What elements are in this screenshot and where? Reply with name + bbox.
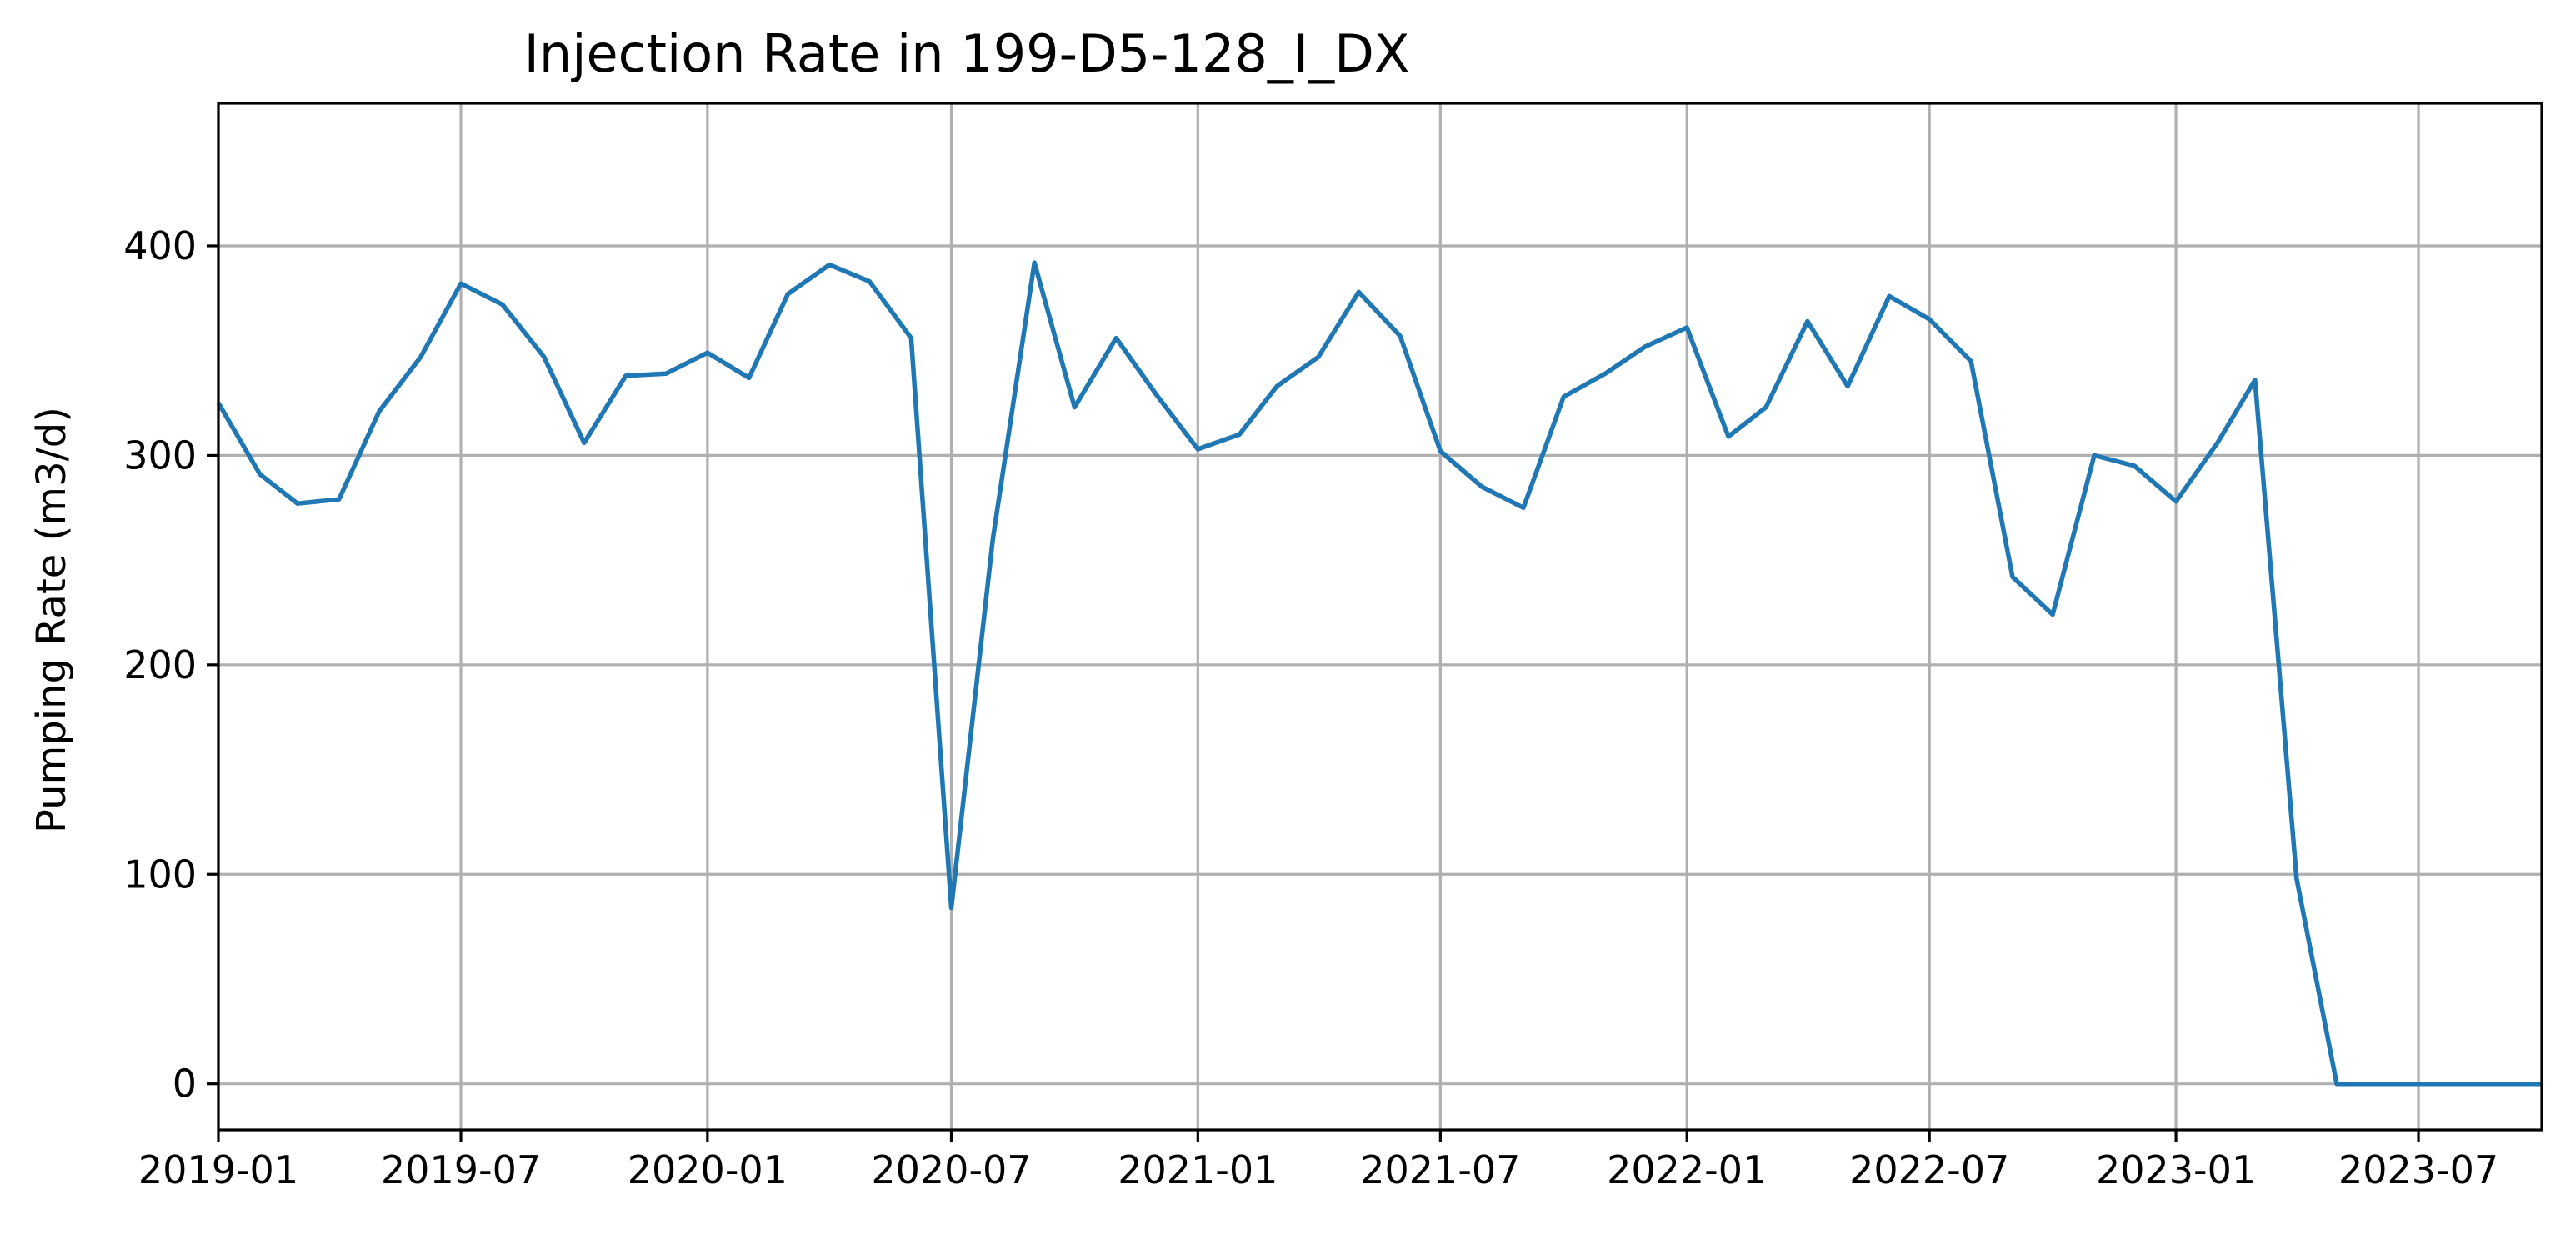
- x-tick-label: 2019-07: [381, 1148, 541, 1192]
- x-tick-label: 2021-01: [1118, 1148, 1278, 1192]
- y-tick-label: 200: [123, 642, 197, 688]
- x-tick-label: 2021-07: [1360, 1148, 1520, 1192]
- x-tick-label: 2022-01: [1607, 1148, 1767, 1192]
- x-tick-label: 2020-01: [628, 1148, 788, 1192]
- x-tick-label: 2019-01: [138, 1148, 298, 1192]
- series-layer: [216, 260, 2542, 1087]
- series-line: [216, 260, 2542, 1087]
- y-tick-label: 0: [173, 1062, 197, 1107]
- chart-title: Injection Rate in 199-D5-128_I_DX: [524, 23, 1410, 84]
- y-tick-label: 400: [123, 223, 197, 268]
- x-tick-label: 2022-07: [1849, 1148, 2009, 1192]
- x-tick-label: 2023-07: [2338, 1148, 2498, 1192]
- axes-frame: [217, 102, 2543, 1132]
- y-tick-label: 300: [123, 432, 197, 478]
- y-axis-label: Pumping Rate (m3/d): [28, 407, 75, 833]
- y-tick-label: 100: [123, 852, 197, 897]
- ticks: 2019-01 2019-07 2020-01 2020-07 2021-01 2021-…: [123, 223, 2498, 1192]
- gridlines: [217, 103, 2542, 1130]
- x-tick-label: 2023-01: [2096, 1148, 2256, 1192]
- x-tick-label: 2020-07: [871, 1148, 1031, 1192]
